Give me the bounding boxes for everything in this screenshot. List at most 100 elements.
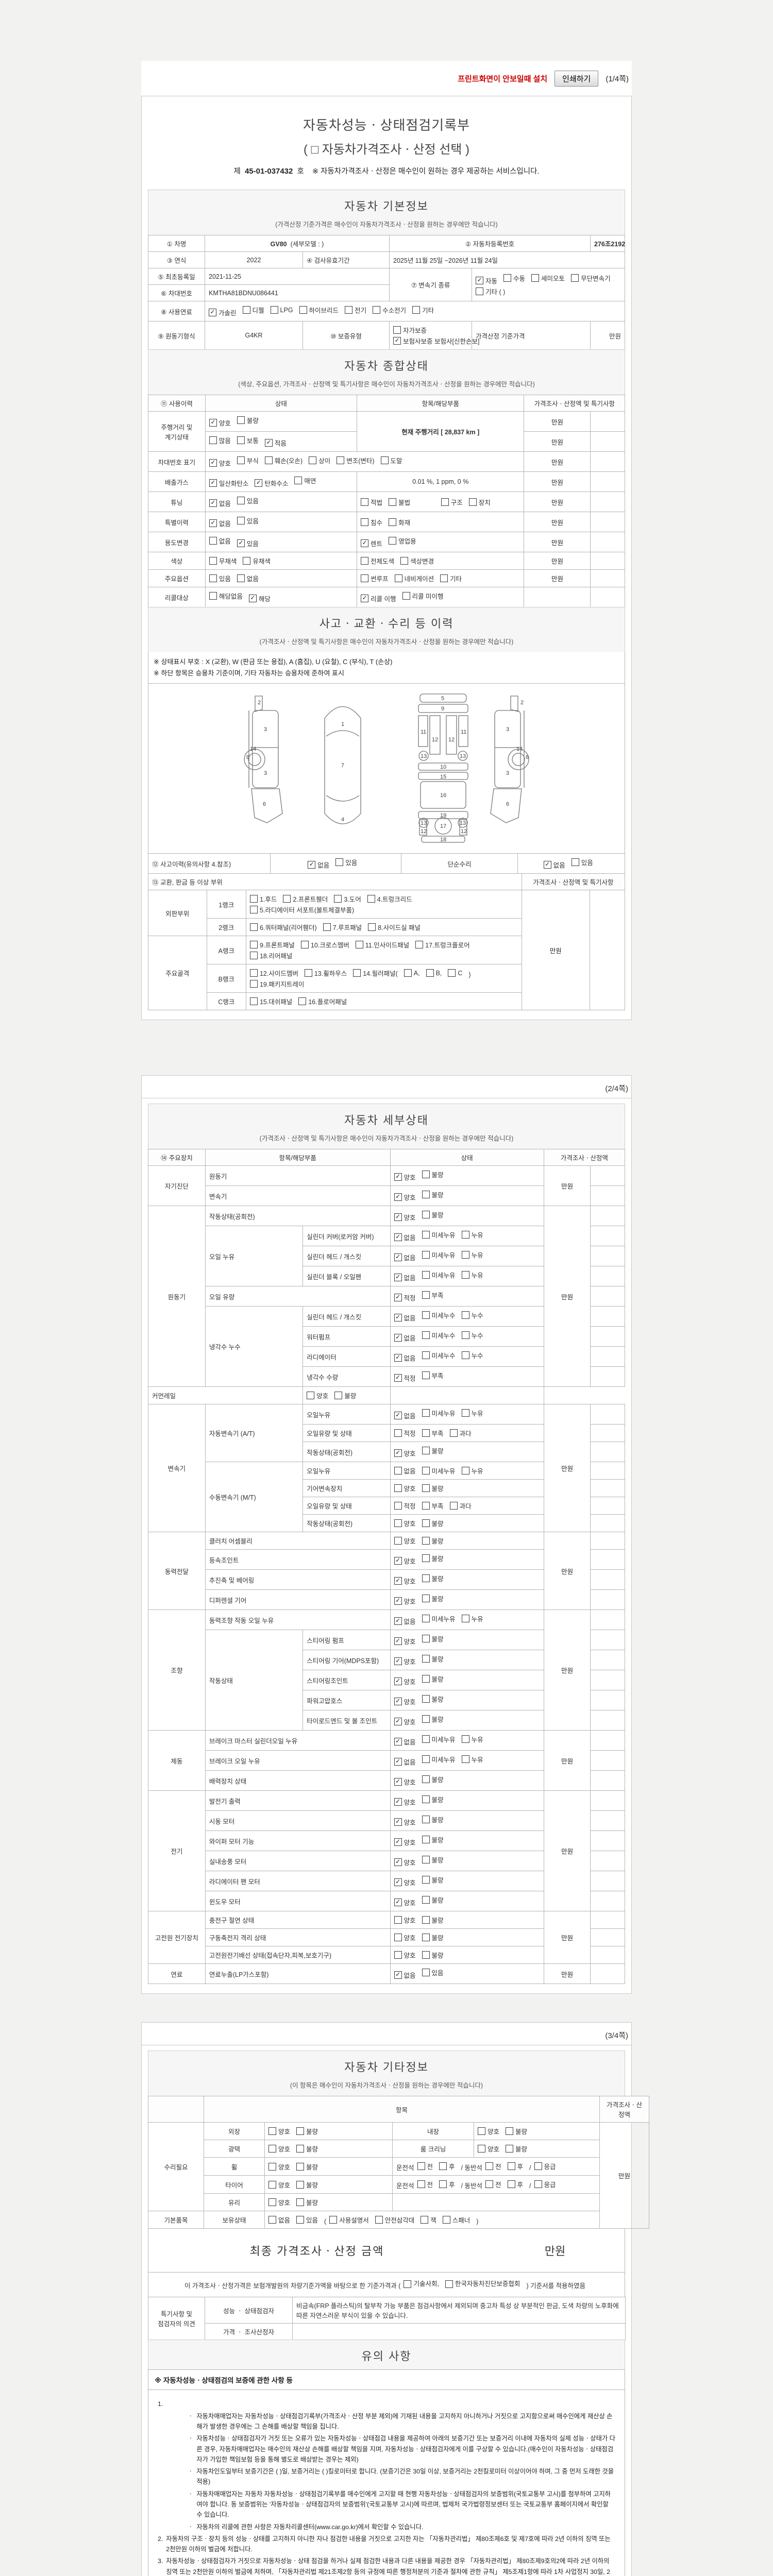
checkbox-option[interactable]: A,: [404, 969, 420, 977]
checkbox-option[interactable]: 불량: [422, 1933, 444, 1942]
checkbox-option[interactable]: 후: [439, 2161, 455, 2171]
checkbox[interactable]: [422, 1447, 430, 1455]
checkbox[interactable]: ✓: [394, 1193, 402, 1201]
checkbox-option[interactable]: 전: [485, 2161, 501, 2171]
checkbox[interactable]: [268, 2216, 276, 2224]
checkbox[interactable]: [237, 517, 245, 524]
checkbox[interactable]: [422, 1695, 430, 1703]
checkbox[interactable]: [283, 895, 291, 903]
checkbox[interactable]: ✓: [394, 1557, 402, 1565]
checkbox[interactable]: [506, 2145, 514, 2153]
checkbox-option[interactable]: 적정: [394, 1501, 416, 1511]
checkbox[interactable]: [404, 2280, 412, 2288]
checkbox-option[interactable]: 사용설명서: [329, 2215, 369, 2225]
checkbox[interactable]: [417, 2162, 425, 2171]
checkbox[interactable]: [367, 895, 375, 903]
checkbox[interactable]: ✓: [394, 1698, 402, 1706]
checkbox-option[interactable]: 자가보증: [393, 325, 427, 335]
checkbox[interactable]: [394, 1916, 402, 1924]
checkbox[interactable]: [249, 952, 258, 960]
checkbox-option[interactable]: 과다: [449, 1428, 472, 1438]
checkbox[interactable]: [422, 1371, 430, 1380]
checkbox-option[interactable]: 불량: [334, 1391, 356, 1400]
checkbox-option[interactable]: 9.프론트패널: [249, 940, 295, 950]
checkbox-option[interactable]: 불량: [422, 1835, 444, 1844]
checkbox-option[interactable]: 세미오토: [531, 273, 565, 283]
checkbox-option[interactable]: 있음: [571, 857, 593, 867]
checkbox[interactable]: ✓: [394, 1617, 402, 1625]
checkbox-option[interactable]: 누유: [461, 1614, 483, 1623]
checkbox[interactable]: [361, 557, 369, 565]
checkbox-option[interactable]: 4.트렁크리드: [367, 894, 412, 904]
checkbox[interactable]: [422, 1655, 430, 1663]
checkbox-option[interactable]: 불량: [422, 1594, 444, 1603]
checkbox[interactable]: [422, 1934, 430, 1942]
checkbox-option[interactable]: 썬루프: [361, 573, 389, 583]
checkbox[interactable]: [461, 1409, 469, 1417]
checkbox[interactable]: [461, 1331, 469, 1340]
checkbox-option[interactable]: 양호: [268, 2144, 290, 2154]
checkbox-option[interactable]: 누유: [461, 1250, 483, 1260]
checkbox-option[interactable]: LPG: [270, 306, 293, 314]
checkbox-option[interactable]: 불량: [422, 1210, 444, 1219]
checkbox[interactable]: [422, 1775, 430, 1784]
checkbox[interactable]: [422, 1836, 430, 1844]
checkbox-option[interactable]: 있음: [237, 496, 259, 505]
checkbox[interactable]: [389, 537, 397, 545]
checkbox[interactable]: ✓: [209, 459, 217, 467]
checkbox[interactable]: [237, 574, 245, 582]
checkbox[interactable]: [209, 537, 217, 545]
checkbox[interactable]: [242, 306, 250, 314]
checkbox[interactable]: [249, 941, 258, 949]
checkbox[interactable]: [249, 895, 258, 903]
checkbox[interactable]: ✓: [394, 1334, 402, 1342]
checkbox-option[interactable]: 불량: [422, 1536, 444, 1546]
checkbox-option[interactable]: 무채색: [209, 556, 237, 566]
checkbox-option[interactable]: 훼손(오손): [264, 455, 303, 465]
checkbox-option[interactable]: 부족: [422, 1370, 444, 1380]
checkbox[interactable]: [461, 1615, 469, 1623]
checkbox-option[interactable]: 응급: [534, 2161, 556, 2171]
checkbox[interactable]: [422, 1171, 430, 1179]
checkbox-option[interactable]: 수동: [503, 273, 525, 283]
checkbox[interactable]: [507, 2180, 515, 2189]
checkbox-option[interactable]: ✓ 양호: [394, 1448, 416, 1458]
checkbox-option[interactable]: 누유: [461, 1466, 483, 1476]
checkbox-option[interactable]: 매연: [294, 476, 316, 485]
checkbox[interactable]: [422, 1191, 430, 1199]
checkbox-option[interactable]: 미세누유: [422, 1270, 456, 1280]
checkbox-option[interactable]: ✓ 양호: [209, 458, 231, 468]
checkbox[interactable]: ✓: [394, 1374, 402, 1382]
checkbox[interactable]: [249, 997, 258, 1006]
checkbox[interactable]: [461, 1467, 469, 1475]
checkbox[interactable]: ✓: [209, 309, 216, 316]
checkbox-option[interactable]: 적법: [361, 497, 382, 507]
checkbox[interactable]: [334, 895, 342, 903]
checkbox[interactable]: [485, 2180, 493, 2189]
checkbox-option[interactable]: 누수: [461, 1350, 483, 1360]
checkbox-option[interactable]: ✓ 없음: [394, 1616, 416, 1626]
checkbox-option[interactable]: ✓ 리콜 이행: [361, 594, 396, 603]
checkbox-option[interactable]: 기술사회,: [404, 2278, 439, 2290]
checkbox-option[interactable]: 불량: [422, 1714, 444, 1724]
checkbox-option[interactable]: 구조: [441, 497, 463, 507]
checkbox-option[interactable]: 1.후드: [249, 894, 277, 904]
checkbox[interactable]: ✓: [394, 1657, 402, 1666]
checkbox-option[interactable]: 응급: [534, 2179, 556, 2189]
checkbox-option[interactable]: ✓ 양호: [394, 1636, 416, 1646]
checkbox-option[interactable]: 미세누유: [422, 1734, 456, 1744]
checkbox[interactable]: ✓: [394, 1899, 402, 1907]
checkbox-option[interactable]: 불량: [296, 2144, 318, 2154]
checkbox-option[interactable]: 7.루프패널: [323, 922, 362, 932]
checkbox-option[interactable]: 미세누수: [422, 1350, 456, 1360]
checkbox[interactable]: [237, 416, 245, 424]
checkbox-option[interactable]: 불량: [506, 2144, 527, 2154]
checkbox-option[interactable]: 유채색: [243, 556, 271, 566]
checkbox[interactable]: ✓: [394, 1878, 402, 1887]
checkbox-option[interactable]: ✓ 없음: [394, 1232, 416, 1242]
checkbox-option[interactable]: ✓ 양호: [394, 1212, 416, 1222]
checkbox-option[interactable]: ✓ 양호: [394, 1596, 416, 1606]
checkbox-option[interactable]: 전: [485, 2179, 501, 2189]
checkbox[interactable]: [394, 1502, 402, 1510]
checkbox-option[interactable]: ✓ 없음: [394, 1411, 416, 1420]
